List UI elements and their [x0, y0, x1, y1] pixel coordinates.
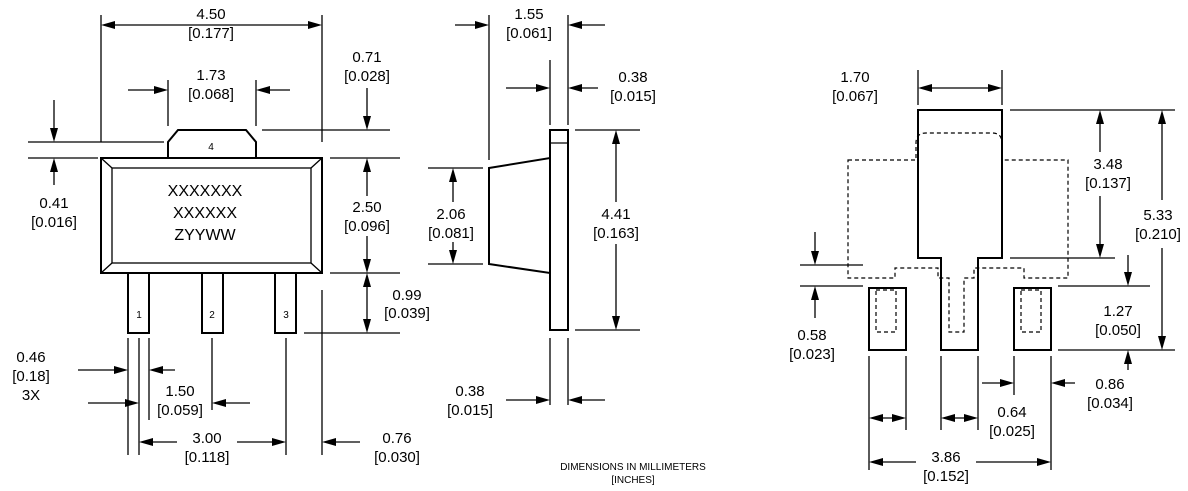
- dim-lead-width-qty: 3X: [22, 387, 40, 404]
- dim-overall-width: 4.41: [601, 206, 630, 223]
- dim-body-side-height: 2.06: [436, 206, 465, 223]
- dim-lead-width-in: [0.18]: [12, 368, 50, 385]
- package-body-inner: [111, 167, 312, 264]
- dim-lead-thickness-bottom: 0.38: [455, 383, 484, 400]
- pin-label-4: 4: [208, 142, 214, 153]
- footprint-package-outline: [847, 132, 1069, 333]
- dim-tab-width: 1.73: [196, 67, 225, 84]
- dim-height-in: [0.061]: [506, 25, 552, 42]
- marking-line-1: XXXXXXX: [168, 183, 243, 200]
- dim-tab-height: 0.71: [352, 49, 381, 66]
- dim-pad-stem-width: 0.64: [997, 404, 1026, 421]
- top-view: 4 XXXXXXX XXXXXX ZYYWW 1 2 3 4.50: [12, 6, 430, 466]
- dim-pad-lead-width: 0.86: [1095, 376, 1124, 393]
- dim-lead-width: 0.46: [16, 349, 45, 366]
- dim-lead-thickness-bottom-in: [0.015]: [447, 402, 493, 419]
- pin-label-2: 2: [209, 310, 215, 321]
- dim-pitch-double-in: [0.118]: [185, 449, 230, 466]
- dim-pad-lead-length: 1.27: [1103, 303, 1132, 320]
- footprint-view: 1.70 [0.067] 3.48 [0.137] 5.33 [0.210] 1…: [789, 69, 1181, 486]
- units-note-inches: [INCHES]: [611, 475, 655, 486]
- side-view: 1.55 [0.061] 0.38 [0.015] 2.06 [0.081] 4…: [425, 6, 656, 419]
- dim-pad-gap: 0.58: [797, 327, 826, 344]
- dim-pad-span-in: [0.152]: [923, 468, 969, 485]
- pin-label-3: 3: [283, 310, 289, 321]
- dim-lead-length-in: [0.039]: [384, 305, 430, 322]
- dim-pad-lead-length-in: [0.050]: [1095, 322, 1141, 339]
- dim-pad-span: 3.86: [931, 449, 960, 466]
- marking-line-2: XXXXXX: [173, 205, 237, 222]
- dim-tab-height-in: [0.028]: [344, 68, 390, 85]
- dim-body-offset-in: [0.016]: [31, 214, 77, 231]
- dim-pitch: 1.50: [165, 383, 194, 400]
- tab-lead-4: [167, 129, 257, 159]
- dim-pad-tab-width: 1.70: [840, 69, 869, 86]
- dim-pad-overall-length-in: [0.210]: [1135, 226, 1181, 243]
- dim-pad-overall-length: 5.33: [1143, 207, 1172, 224]
- dim-pad-stem-width-in: [0.025]: [989, 423, 1035, 440]
- footprint-pad-1: [868, 287, 907, 351]
- lead-2: [201, 272, 224, 334]
- side-body: [488, 156, 551, 275]
- dim-body-length: 4.50: [196, 6, 225, 23]
- dim-lead-thickness-top-in: [0.015]: [610, 88, 656, 105]
- dim-lead-end-in: [0.030]: [374, 449, 420, 466]
- lead-1: [127, 272, 150, 334]
- footprint-pad-3: [1013, 287, 1052, 351]
- dim-pad-gap-in: [0.023]: [789, 346, 835, 363]
- dim-lead-end: 0.76: [382, 430, 411, 447]
- pin-label-1: 1: [136, 310, 142, 321]
- marking-line-3: ZYYWW: [174, 227, 236, 244]
- dim-pitch-double: 3.00: [192, 430, 221, 447]
- lead-3: [274, 272, 297, 334]
- dim-body-side-height-in: [0.081]: [428, 225, 474, 242]
- dim-body-length-in: [0.177]: [188, 25, 234, 42]
- side-lead-frame: [549, 129, 569, 331]
- dim-lead-thickness-top: 0.38: [618, 69, 647, 86]
- dim-lead-length: 0.99: [392, 287, 421, 304]
- dim-tab-width-in: [0.068]: [188, 86, 234, 103]
- dim-pitch-in: [0.059]: [157, 402, 203, 419]
- dim-pad-tab-length-in: [0.137]: [1085, 175, 1131, 192]
- dim-pad-lead-width-in: [0.034]: [1087, 395, 1133, 412]
- units-note: DIMENSIONS IN MILLIMETERS: [560, 462, 706, 473]
- dim-overall-width-in: [0.163]: [593, 225, 639, 242]
- dim-pad-tab-width-in: [0.067]: [832, 88, 878, 105]
- dim-body-offset: 0.41: [39, 195, 68, 212]
- footprint-tab-pad: [917, 109, 1003, 351]
- dim-body-width-in: [0.096]: [344, 218, 390, 235]
- dim-pad-tab-length: 3.48: [1093, 156, 1122, 173]
- dim-body-width: 2.50: [352, 199, 381, 216]
- dim-height: 1.55: [514, 6, 543, 23]
